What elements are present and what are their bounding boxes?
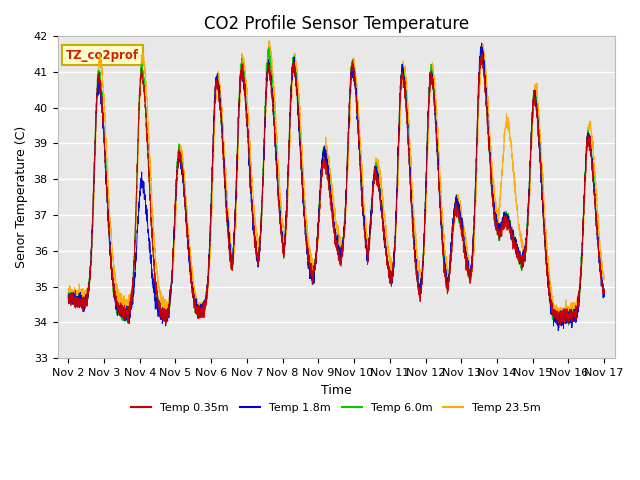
- Y-axis label: Senor Temperature (C): Senor Temperature (C): [15, 126, 28, 268]
- Title: CO2 Profile Sensor Temperature: CO2 Profile Sensor Temperature: [204, 15, 468, 33]
- Legend: Temp 0.35m, Temp 1.8m, Temp 6.0m, Temp 23.5m: Temp 0.35m, Temp 1.8m, Temp 6.0m, Temp 2…: [127, 398, 545, 417]
- Text: TZ_co2prof: TZ_co2prof: [66, 48, 139, 61]
- X-axis label: Time: Time: [321, 384, 351, 396]
